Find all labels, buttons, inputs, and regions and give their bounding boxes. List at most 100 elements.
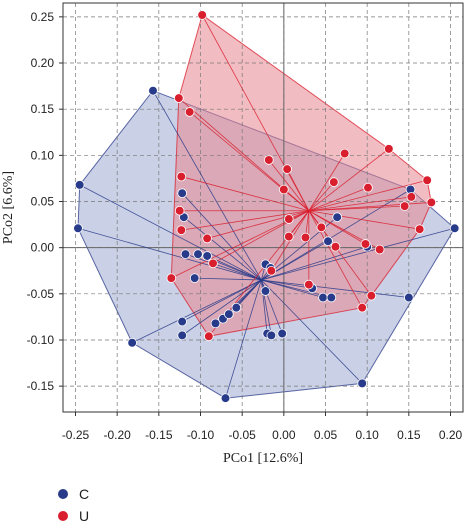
point-u xyxy=(406,192,417,202)
point-c xyxy=(224,309,234,319)
spoke-c xyxy=(261,227,455,281)
point-c xyxy=(220,393,231,403)
spoke-c xyxy=(77,227,262,281)
point-c xyxy=(193,249,203,259)
point-u xyxy=(300,232,311,243)
point-c xyxy=(73,223,83,234)
x-tick-label: 0.15 xyxy=(397,428,421,442)
point-u xyxy=(339,148,350,159)
point-u xyxy=(422,175,432,186)
spoke-u xyxy=(308,210,420,230)
spoke-c xyxy=(79,184,262,281)
x-tick-label: 0.00 xyxy=(272,428,296,442)
spoke-c xyxy=(261,189,411,281)
y-axis-title: PCo2 [6.6%] xyxy=(1,171,16,244)
spoke-u xyxy=(308,179,428,212)
legend-marker-c xyxy=(58,489,68,499)
point-u xyxy=(174,93,184,103)
point-u xyxy=(284,214,294,224)
point-u xyxy=(279,184,289,195)
y-tick-label: 0.05 xyxy=(31,194,55,208)
point-c xyxy=(231,302,242,313)
spoke-c xyxy=(152,90,262,281)
point-layer xyxy=(73,10,460,403)
spoke-c xyxy=(181,192,262,281)
x-tick-label: -0.15 xyxy=(145,428,173,442)
point-c xyxy=(202,251,212,261)
point-u xyxy=(414,224,425,234)
legend-label-u: U xyxy=(79,508,89,524)
spoke-c xyxy=(261,246,368,281)
spoke-u xyxy=(268,159,310,211)
plot-frame xyxy=(62,2,464,413)
point-u xyxy=(204,331,214,342)
legend-label-c: C xyxy=(79,486,89,502)
point-u xyxy=(176,171,187,182)
x-tick-label: 0.20 xyxy=(439,428,463,442)
point-c xyxy=(449,223,460,234)
point-u xyxy=(197,10,207,20)
x-axis-title: PCo1 [12.6%] xyxy=(223,451,303,466)
point-c xyxy=(180,249,191,259)
spoke-u xyxy=(283,189,310,212)
spoke-u xyxy=(308,181,335,211)
y-tick-label: 0.25 xyxy=(31,10,55,24)
spoke-u xyxy=(181,210,309,231)
point-u xyxy=(184,107,195,117)
point-u xyxy=(426,197,437,208)
spoke-u xyxy=(308,187,369,212)
point-u xyxy=(174,205,185,216)
spoke-u xyxy=(288,210,310,237)
y-tick-label: -0.05 xyxy=(27,287,55,301)
point-u xyxy=(284,231,294,242)
x-tick-label: -0.10 xyxy=(187,428,215,442)
point-c xyxy=(277,328,287,339)
x-tick-label: 0.05 xyxy=(314,428,338,442)
point-c xyxy=(357,378,367,389)
point-u xyxy=(330,241,341,252)
point-u xyxy=(366,290,377,301)
spoke-c xyxy=(236,279,262,308)
tick-layer: -0.25 -0.20 -0.15 -0.10 -0.05 0.00 0.05 0.10 0.1… xyxy=(27,10,463,442)
spoke-u xyxy=(286,169,310,211)
spoke-u xyxy=(308,148,390,212)
point-c xyxy=(177,316,187,327)
y-tick-label: -0.10 xyxy=(27,333,55,347)
grid-layer xyxy=(63,3,463,412)
hull-layer xyxy=(77,14,456,399)
spoke-u xyxy=(201,14,310,211)
point-u xyxy=(166,273,177,283)
point-u xyxy=(266,265,277,276)
x-tick-label: -0.25 xyxy=(62,428,90,442)
spoke-u xyxy=(308,196,412,212)
spoke-u xyxy=(308,202,432,212)
point-u xyxy=(357,302,367,313)
point-u xyxy=(208,258,218,269)
spoke-u xyxy=(308,153,346,211)
point-c xyxy=(326,292,337,303)
point-c xyxy=(210,318,221,329)
x-tick-label: -0.05 xyxy=(228,428,256,442)
point-c xyxy=(404,292,414,303)
spoke-c xyxy=(225,279,262,399)
point-u xyxy=(304,279,314,290)
point-u xyxy=(176,225,187,235)
legend: CU xyxy=(58,486,89,524)
point-c xyxy=(189,273,200,283)
point-c xyxy=(318,292,328,303)
y-tick-label: -0.15 xyxy=(27,379,55,393)
spoke-c xyxy=(261,279,409,298)
point-u xyxy=(202,233,212,244)
x-tick-label: -0.20 xyxy=(103,428,131,442)
point-u xyxy=(282,164,292,174)
point-u xyxy=(374,244,385,255)
point-c xyxy=(177,330,187,341)
point-c xyxy=(148,85,158,96)
point-c xyxy=(266,330,277,341)
point-u xyxy=(363,182,373,193)
point-c xyxy=(323,236,333,246)
legend-marker-u xyxy=(58,511,68,521)
point-c xyxy=(177,188,187,198)
spoke-c xyxy=(181,279,262,336)
